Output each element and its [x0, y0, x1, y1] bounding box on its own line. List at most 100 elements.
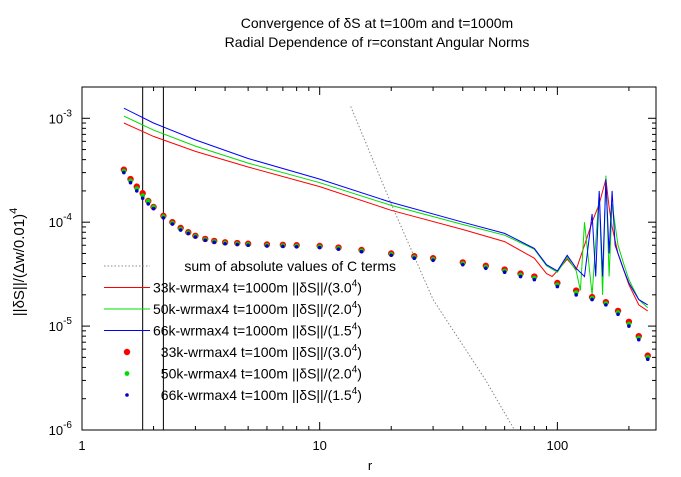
legend-norm-close: ) — [357, 344, 362, 360]
legend-norm-base: ||δS||/(3.0 — [292, 280, 352, 296]
series-7-point — [616, 312, 620, 317]
legend-label: 33k-wrmax4 t=100m — [161, 344, 288, 360]
legend-norm-base: ||δS||/(2.0 — [292, 301, 352, 317]
legend-norm: ||δS||/(2.04) — [292, 300, 362, 317]
series-7-point — [636, 337, 641, 342]
legend-norm-close: ) — [357, 280, 362, 296]
series-7-point — [532, 277, 537, 282]
series-7-point — [151, 206, 156, 211]
data-layer — [120, 87, 651, 430]
y-tick-exponent: -6 — [63, 420, 72, 431]
series-7-point — [294, 244, 299, 249]
legend-norm-close: ) — [357, 301, 362, 317]
series-7-point — [122, 170, 126, 175]
legend-norm: ||δS||/(1.54) — [292, 386, 362, 403]
y-tick-label: 10-3 — [49, 108, 73, 126]
legend-norm-exponent: 4 — [352, 386, 358, 397]
legend: sum of absolute values of C terms 33k-wrm… — [104, 258, 396, 403]
series-7-point — [389, 253, 394, 258]
series-7-point — [235, 242, 240, 247]
legend-label: 66k-wrmax4 t=1000m — [153, 323, 288, 339]
series-7-point — [484, 266, 488, 271]
series-7-point — [146, 202, 151, 206]
y-tick-label: 10-5 — [49, 316, 73, 334]
series-1-line — [350, 106, 515, 430]
y-tick-base: 10 — [49, 111, 63, 126]
series-7-point — [590, 297, 594, 302]
series-7-point — [128, 180, 133, 185]
legend-norm-exponent: 4 — [352, 343, 358, 354]
legend-norm-base: ||δS||/(2.0 — [292, 366, 352, 382]
legend-norm-base: ||δS||/(1.5 — [292, 387, 352, 403]
x-tick-label: 1 — [78, 438, 85, 453]
x-axis-label: r — [368, 458, 373, 473]
series-6-point — [140, 193, 146, 199]
series-7-point — [555, 284, 560, 289]
series-7-point — [281, 244, 285, 249]
series-7-point — [412, 256, 417, 261]
series-7-point — [574, 293, 578, 297]
series-7-point — [317, 245, 322, 250]
series-7-point — [645, 357, 650, 362]
series-7-point — [359, 249, 364, 254]
legend-label: sum of absolute values of C terms — [184, 258, 396, 274]
series-7-point — [134, 189, 139, 193]
y-tick-label: 10-6 — [49, 420, 73, 438]
y-tick-base: 10 — [49, 215, 63, 230]
y-axis-label-group: ||δS||/(Δw/0.01)4 — [8, 208, 28, 316]
y-tick-exponent: -4 — [63, 212, 72, 223]
legend-norm: ||δS||/(3.04) — [292, 343, 362, 360]
series-6-point — [145, 198, 151, 204]
legend-norm-close: ) — [357, 323, 362, 339]
legend-label: 50k-wrmax4 t=1000m — [153, 301, 288, 317]
legend-norm: ||δS||/(1.54) — [292, 322, 362, 339]
y-tick-label: 10-4 — [49, 212, 73, 230]
legend-norm: ||δS||/(2.04) — [292, 365, 362, 382]
series-7-point — [604, 303, 608, 307]
legend-norm-exponent: 4 — [352, 279, 358, 290]
series-7-point — [140, 196, 145, 201]
x-tick-label: 10 — [312, 438, 326, 453]
y-tick-base: 10 — [49, 319, 63, 334]
series-7-point — [460, 262, 465, 267]
y-axis-label: ||δS||/(Δw/0.01)4 — [8, 208, 28, 316]
chart-title-line-2: Radial Dependence of r=constant Angular … — [225, 34, 530, 50]
legend-norm-exponent: 4 — [352, 365, 358, 376]
legend-norm-exponent: 4 — [352, 322, 358, 333]
legend-label: 50k-wrmax4 t=100m — [161, 366, 288, 382]
legend-norm-close: ) — [357, 387, 362, 403]
y-tick-base: 10 — [49, 423, 63, 438]
legend-norm: ||δS||/(3.04) — [292, 279, 362, 296]
legend-norm-exponent: 4 — [352, 300, 358, 311]
legend-norm-base: ||δS||/(3.0 — [292, 344, 352, 360]
series-7-point — [212, 240, 217, 245]
x-tick-label: 100 — [547, 438, 569, 453]
legend-label: 66k-wrmax4 t=100m — [161, 387, 288, 403]
series-7-point — [161, 216, 166, 220]
series-7-point — [170, 222, 175, 226]
series-7-point — [246, 243, 250, 248]
chart-title-line-1: Convergence of δS at t=100m and t=1000m — [241, 15, 513, 31]
legend-marker — [123, 348, 131, 356]
y-tick-exponent: -3 — [63, 108, 72, 119]
series-7-point — [502, 270, 507, 275]
y-axis-label-text: ||δS||/(Δw/0.01) — [11, 214, 28, 316]
legend-norm-close: ) — [357, 366, 362, 382]
series-7-point — [186, 231, 191, 236]
legend-marker — [125, 393, 129, 397]
series-7-point — [265, 244, 269, 248]
series-7-point — [223, 241, 227, 246]
series-7-point — [518, 274, 523, 279]
legend-marker — [124, 371, 130, 376]
series-7-point — [627, 324, 631, 328]
series-4-line — [123, 107, 648, 306]
series-7-point — [193, 235, 198, 239]
series-7-point — [431, 258, 435, 263]
plot-frame — [81, 86, 657, 431]
series-7-point — [203, 238, 208, 243]
series-7-points — [122, 170, 650, 362]
y-axis-label-exponent: 4 — [8, 208, 20, 214]
legend-label: 33k-wrmax4 t=1000m — [153, 280, 288, 296]
legend-norm-base: ||δS||/(1.5 — [292, 323, 352, 339]
